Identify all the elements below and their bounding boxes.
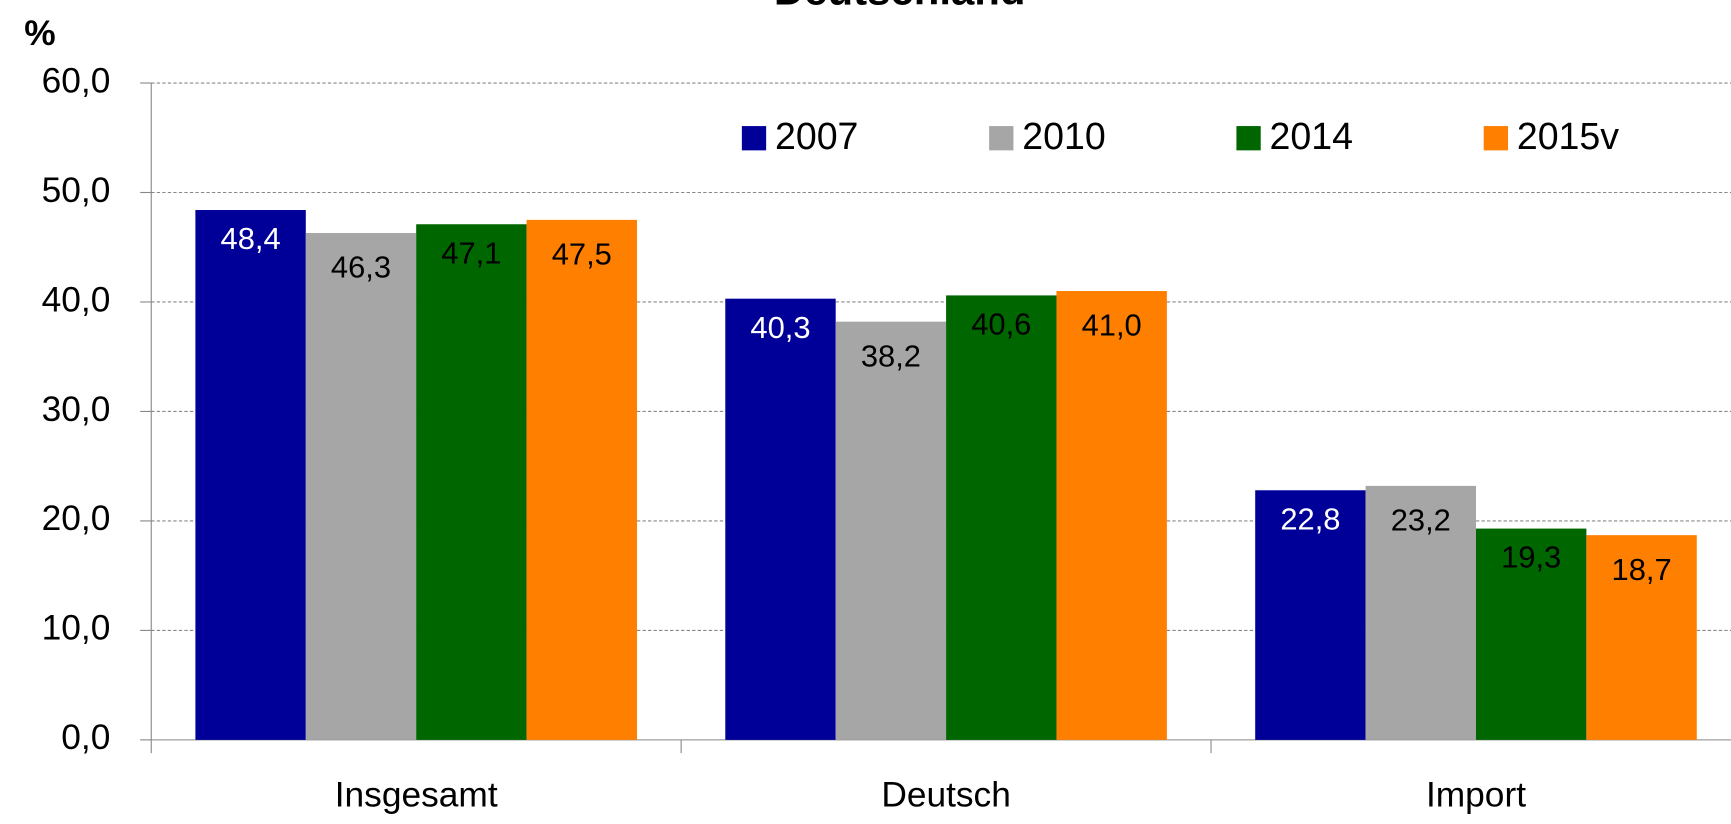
bar	[725, 298, 836, 740]
x-tick-label: Insgesamt	[335, 776, 498, 815]
data-label: 46,3	[331, 250, 391, 285]
bar	[1365, 485, 1476, 740]
y-axis-label: %	[24, 14, 55, 53]
legend-label: 2015v	[1517, 115, 1619, 157]
bar	[1255, 490, 1366, 740]
y-tick-label: 20,0	[42, 499, 111, 538]
x-tick-label: Deutsch	[881, 776, 1011, 815]
legend-label: 2007	[775, 115, 858, 157]
bar	[835, 321, 947, 740]
data-label: 40,6	[971, 306, 1031, 341]
y-tick-label: 50,0	[42, 171, 111, 210]
data-label: 22,8	[1280, 501, 1340, 536]
y-tick-label: 10,0	[42, 609, 111, 648]
bar	[526, 219, 637, 740]
legend-swatch	[1236, 126, 1261, 151]
y-tick-label: 40,0	[42, 280, 111, 319]
data-label: 48,4	[221, 221, 281, 256]
legend-swatch	[989, 126, 1014, 151]
bar	[416, 224, 527, 740]
bar	[1056, 291, 1167, 740]
data-label: 41,0	[1082, 308, 1142, 343]
data-label: 19,3	[1501, 540, 1561, 575]
bar	[305, 233, 417, 740]
data-label: 18,7	[1612, 552, 1672, 587]
x-tick-label: Import	[1426, 776, 1526, 815]
chart-title: Deutschland	[774, 0, 1026, 14]
bar	[195, 210, 306, 740]
legend-label: 2014	[1270, 115, 1353, 157]
y-tick-label: 0,0	[61, 718, 110, 757]
data-label: 38,2	[861, 338, 921, 373]
data-label: 23,2	[1391, 502, 1451, 537]
bar	[946, 295, 1057, 740]
data-label: 47,5	[552, 236, 612, 271]
data-label: 40,3	[750, 310, 810, 345]
y-tick-label: 60,0	[42, 61, 111, 100]
y-tick-label: 30,0	[42, 390, 111, 429]
legend-label: 2010	[1022, 115, 1105, 157]
legend-swatch	[1483, 126, 1509, 151]
bar	[1475, 528, 1587, 740]
data-label: 47,1	[441, 235, 501, 270]
legend-swatch	[741, 126, 767, 151]
bar	[1586, 535, 1697, 740]
